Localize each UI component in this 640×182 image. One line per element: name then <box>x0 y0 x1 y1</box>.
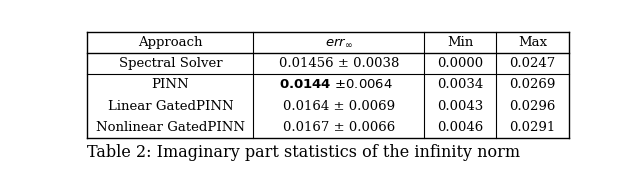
Text: 0.0167 ± 0.0066: 0.0167 ± 0.0066 <box>283 121 395 134</box>
Text: 0.0034: 0.0034 <box>437 78 483 91</box>
Text: 0.01456 ± 0.0038: 0.01456 ± 0.0038 <box>278 57 399 70</box>
Text: 0.0291: 0.0291 <box>509 121 556 134</box>
Text: 0.0000: 0.0000 <box>437 57 483 70</box>
Text: 0.0164 ± 0.0069: 0.0164 ± 0.0069 <box>283 100 395 113</box>
Text: 0.0043: 0.0043 <box>437 100 483 113</box>
Text: 0.0247: 0.0247 <box>509 57 556 70</box>
Text: Spectral Solver: Spectral Solver <box>118 57 222 70</box>
Text: Nonlinear GatedPINN: Nonlinear GatedPINN <box>96 121 245 134</box>
Text: 0.0296: 0.0296 <box>509 100 556 113</box>
Text: $\mathbf{0.0144}$ $\mathrm{\pm}$$0.0064$: $\mathbf{0.0144}$ $\mathrm{\pm}$$0.0064$ <box>279 78 394 91</box>
Text: Linear GatedPINN: Linear GatedPINN <box>108 100 233 113</box>
Text: Table 2: Imaginary part statistics of the infinity norm: Table 2: Imaginary part statistics of th… <box>88 144 520 161</box>
Text: Approach: Approach <box>138 36 203 49</box>
Text: 0.0046: 0.0046 <box>437 121 483 134</box>
Text: Min: Min <box>447 36 474 49</box>
Text: $\mathit{err}_\infty$: $\mathit{err}_\infty$ <box>325 36 353 49</box>
Text: PINN: PINN <box>152 78 189 91</box>
Text: 0.0269: 0.0269 <box>509 78 556 91</box>
Text: Max: Max <box>518 36 547 49</box>
